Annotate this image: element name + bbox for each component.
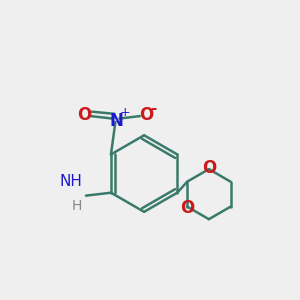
Text: N: N bbox=[110, 112, 124, 130]
Text: O: O bbox=[202, 159, 216, 177]
Text: O: O bbox=[139, 106, 153, 124]
Text: O: O bbox=[77, 106, 92, 124]
Text: H: H bbox=[72, 199, 83, 213]
Text: NH: NH bbox=[59, 174, 83, 189]
Text: +: + bbox=[119, 106, 130, 119]
Text: -: - bbox=[151, 101, 157, 116]
Text: O: O bbox=[180, 199, 194, 217]
